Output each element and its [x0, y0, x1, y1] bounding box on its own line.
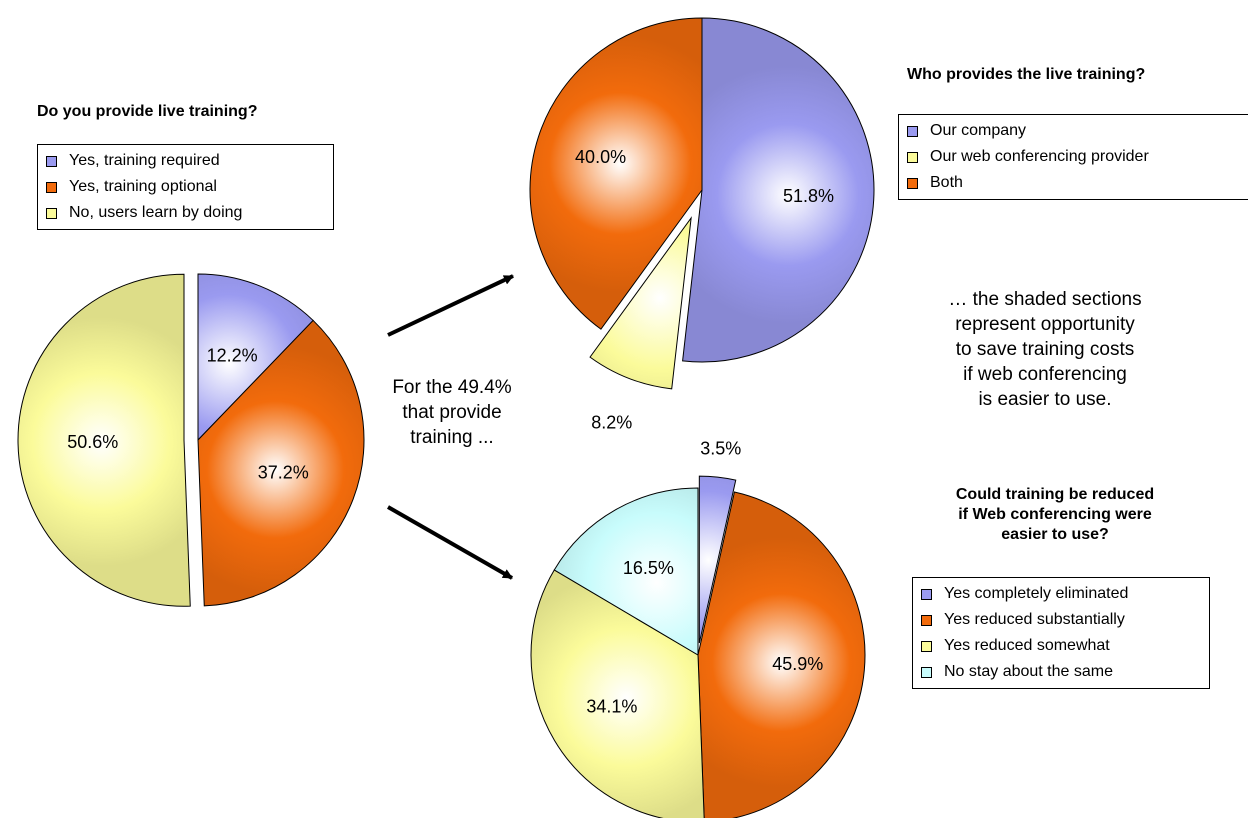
legend-label: Yes completely eliminated: [944, 585, 1129, 602]
middle-text-line: training ...: [410, 427, 494, 448]
pie-slice-label: 3.5%: [700, 439, 741, 459]
pie-slice: [530, 569, 705, 818]
pie-slice: [197, 319, 365, 607]
pie-slice: [589, 216, 692, 390]
middle-text-line: that provide: [402, 402, 502, 423]
pie-slice-label: 40.0%: [575, 147, 626, 167]
pie-slice-label: 51.8%: [783, 186, 834, 206]
legend-item: Yes, training optional: [46, 174, 325, 200]
pie-slice: [682, 17, 875, 363]
pie-slice-label: 8.2%: [591, 412, 632, 432]
pie-slice-label: 45.9%: [772, 654, 823, 674]
legend-swatch: [921, 640, 932, 652]
chart3-title: Could training be reduced if Web confere…: [905, 485, 1205, 545]
pie-slice: [698, 475, 737, 644]
pie-slice: [697, 491, 866, 818]
note-line: if web conferencing: [963, 364, 1127, 385]
legend-label: Yes, training optional: [69, 178, 217, 195]
legend-swatch: [921, 666, 932, 678]
pie-slice-label: 16.5%: [623, 558, 674, 578]
pie-slice: [17, 273, 191, 607]
legend-item: Both: [907, 170, 1242, 196]
legend-label: Both: [930, 174, 963, 191]
note-line: to save training costs: [955, 339, 1135, 360]
chart2-legend: Our company Our web conferencing provide…: [898, 114, 1248, 200]
legend-label: Our company: [930, 122, 1027, 139]
chart3-title-line: easier to use?: [1001, 526, 1109, 543]
pie-slice-label: 37.2%: [258, 463, 309, 483]
legend-label: Yes reduced substantially: [944, 611, 1125, 628]
legend-item: No stay about the same: [921, 659, 1201, 685]
middle-text-line: For the 49.4%: [392, 377, 512, 398]
note-line: represent opportunity: [955, 314, 1135, 335]
legend-swatch: [921, 614, 932, 626]
note-line: … the shaded sections: [948, 289, 1142, 310]
chart1-legend: Yes, training required Yes, training opt…: [37, 144, 334, 230]
chart3-title-line: Could training be reduced: [955, 486, 1155, 503]
arrow-down: [387, 505, 513, 580]
legend-item: Yes reduced substantially: [921, 607, 1201, 633]
legend-swatch: [921, 588, 932, 600]
legend-swatch: [907, 177, 918, 189]
chart2-title: Who provides the live training?: [907, 66, 1146, 83]
pie-slice-label: 34.1%: [586, 696, 637, 716]
middle-text: For the 49.4% that provide training ...: [362, 375, 542, 450]
legend-swatch: [907, 151, 918, 163]
legend-label: Our web conferencing provider: [930, 148, 1149, 165]
pie-slice: [197, 273, 314, 442]
pie-slice-label: 12.2%: [207, 345, 258, 365]
legend-label: No stay about the same: [944, 663, 1113, 680]
legend-swatch: [907, 125, 918, 137]
legend-label: Yes reduced somewhat: [944, 637, 1110, 654]
legend-item: Yes, training required: [46, 148, 325, 174]
legend-label: Yes, training required: [69, 152, 220, 169]
chart1-title: Do you provide live training?: [37, 103, 258, 120]
pie-slice-label: 50.6%: [67, 432, 118, 452]
legend-swatch: [46, 155, 57, 167]
legend-label: No, users learn by doing: [69, 204, 243, 221]
pie-slice: [553, 487, 699, 656]
legend-item: Yes completely eliminated: [921, 581, 1201, 607]
note-line: is easier to use.: [978, 389, 1112, 410]
pie-slice: [529, 17, 703, 330]
legend-item: Our company: [907, 118, 1242, 144]
legend-swatch: [46, 181, 57, 193]
legend-swatch: [46, 207, 57, 219]
legend-item: Our web conferencing provider: [907, 144, 1242, 170]
arrow-up: [387, 274, 514, 337]
legend-item: No, users learn by doing: [46, 200, 325, 226]
chart3-legend: Yes completely eliminated Yes reduced su…: [912, 577, 1210, 689]
chart3-title-line: if Web conferencing were: [958, 506, 1152, 523]
legend-item: Yes reduced somewhat: [921, 633, 1201, 659]
opportunity-note: … the shaded sections represent opportun…: [895, 287, 1195, 412]
